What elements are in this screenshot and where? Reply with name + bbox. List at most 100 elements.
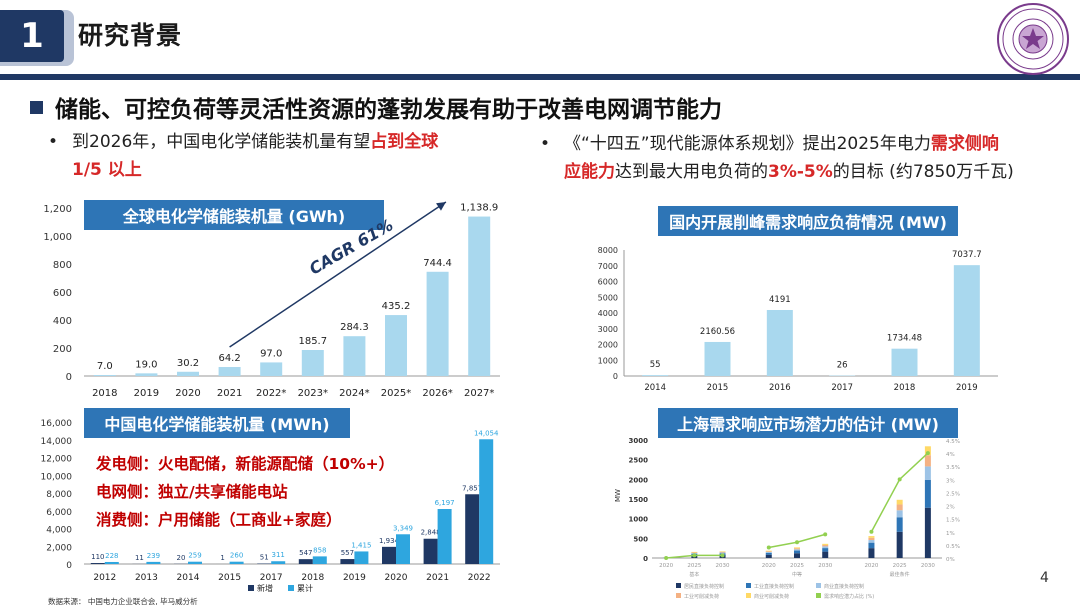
bar [891, 348, 918, 376]
y-tick-label: 2500 [629, 457, 649, 465]
bar [642, 375, 669, 376]
legend-swatch [746, 593, 751, 598]
x-tick-label: 2014 [644, 383, 666, 393]
x-tick-label: 2030 [716, 563, 730, 569]
stack-segment [822, 546, 829, 549]
x-tick-label: 2030 [818, 563, 832, 569]
x-tick-label: 2026* [422, 388, 452, 399]
y2-tick-label: 4.5% [946, 439, 960, 445]
data-label: 311 [272, 551, 285, 559]
data-label: 435.2 [382, 301, 411, 312]
y-tick-label: 0 [613, 372, 618, 381]
y-tick-label: 8000 [598, 246, 618, 255]
bar-new [465, 494, 480, 564]
y2-tick-label: 0% [946, 557, 955, 563]
y-tick-label: 12,000 [41, 455, 73, 465]
stack-segment [794, 549, 800, 551]
legend-swatch [288, 585, 294, 591]
data-label: 7.0 [97, 361, 113, 372]
line-point [925, 451, 930, 456]
stack-segment [765, 554, 772, 558]
y-tick-label: 1000 [598, 356, 618, 365]
bar-new [382, 546, 396, 564]
bar-cumulative [479, 439, 494, 564]
y-tick-label: 16,000 [41, 419, 73, 429]
y2-tick-label: 2% [946, 505, 955, 511]
data-label: 20 [177, 554, 186, 562]
china-storage-chart: 0 2,000 4,000 6,000 8,000 10,000 12,000 14,000 1… [41, 419, 500, 593]
legend-swatch [746, 583, 751, 588]
bar [301, 350, 324, 376]
y-tick-label: 5000 [598, 293, 618, 302]
data-label: 185.7 [298, 336, 327, 347]
x-tick-label: 2016 [769, 383, 791, 393]
y-tick-label: 4,000 [46, 526, 72, 536]
legend-swatch [248, 585, 254, 591]
shanghai-dr-chart: MW 0 500 1000 1500 2000 2500 3000 0% 0.5% 1% 1.5% 2%… [614, 437, 960, 600]
bar-new [298, 559, 313, 564]
y-tick-label: 0 [66, 372, 72, 383]
bar [385, 315, 407, 376]
page-title: 研究背景 [78, 21, 183, 50]
x-tick-label: 2020 [385, 573, 408, 583]
y-tick-label: 6,000 [46, 508, 72, 518]
university-seal-icon [997, 3, 1069, 75]
stack-segment [691, 552, 698, 554]
legend-swatch [676, 583, 681, 588]
bar-cumulative [354, 551, 369, 564]
chart4-title: 上海需求响应市场潜力的估计 (MW) [658, 408, 958, 438]
legend-swatch [816, 593, 821, 598]
bar [135, 373, 158, 376]
chart3-title: 中国电化学储能装机量 (MWh) [84, 408, 350, 438]
legend-label: 商业可削减负荷 [754, 593, 789, 600]
line-point [664, 556, 669, 560]
data-label: 7037.7 [952, 250, 982, 260]
y-tick-label: 4000 [598, 309, 618, 318]
x-tick-label: 2017 [260, 573, 283, 583]
y-tick-label: 3000 [629, 437, 649, 445]
note-generation: 发电侧：火电配储，新能源配储（10%+） [96, 455, 395, 473]
stack-segment [765, 550, 772, 552]
x-tick-label: 2025* [381, 388, 411, 399]
y2-tick-label: 0.5% [946, 544, 960, 550]
data-label: 55 [650, 360, 661, 370]
data-label: 64.2 [218, 353, 240, 364]
data-label: 2160.56 [700, 327, 735, 337]
x-tick-label: 2021 [426, 573, 449, 583]
stack-segment [765, 552, 772, 553]
cagr-arrow [229, 201, 447, 348]
y2-tick-label: 3.5% [946, 465, 960, 471]
y-tick-label: 2000 [629, 476, 649, 484]
stack-segment [794, 550, 800, 554]
stack-segment [822, 543, 829, 545]
global-storage-chart: 0 200 400 600 800 1,000 1,200 7.0 2018 19.0 2019 30… [43, 201, 500, 399]
data-label: 557 [341, 549, 354, 557]
legend-label: 累计 [297, 583, 313, 593]
x-tick-label: 2022 [468, 573, 491, 583]
data-label: 97.0 [260, 348, 282, 359]
data-label: 6,197 [435, 499, 455, 507]
note-grid: 电网侧：独立/共享储能电站 [96, 483, 288, 501]
data-label: 1734.48 [887, 334, 922, 344]
y-tick-label: 200 [53, 344, 72, 355]
legend-label: 需求响应潜力占比 (%) [824, 593, 874, 600]
note-consumer: 消费侧：户用储能（工商业+家庭） [96, 511, 342, 529]
y-axis-title: MW [614, 489, 622, 502]
stack-segment [868, 537, 875, 541]
x-tick-label: 2015 [707, 383, 729, 393]
line-point [692, 553, 697, 558]
bar-cumulative [271, 561, 286, 564]
bar [426, 271, 449, 376]
y-tick-label: 7000 [598, 262, 618, 271]
y-tick-label: 10,000 [41, 472, 73, 482]
legend-label: 商业直接负荷控制 [824, 583, 864, 590]
bar-new [90, 563, 105, 564]
stack-segment [822, 544, 829, 547]
data-label: 1,934 [379, 537, 400, 545]
stack-segment [822, 548, 829, 552]
storage-side-notes: 发电侧：火电配储，新能源配储（10%+） 电网侧：独立/共享储能电站 消费侧：户… [96, 450, 394, 534]
stack-segment [896, 517, 903, 532]
x-tick-label: 2020 [175, 388, 200, 399]
data-label: 51 [260, 554, 269, 562]
bar [766, 309, 793, 376]
